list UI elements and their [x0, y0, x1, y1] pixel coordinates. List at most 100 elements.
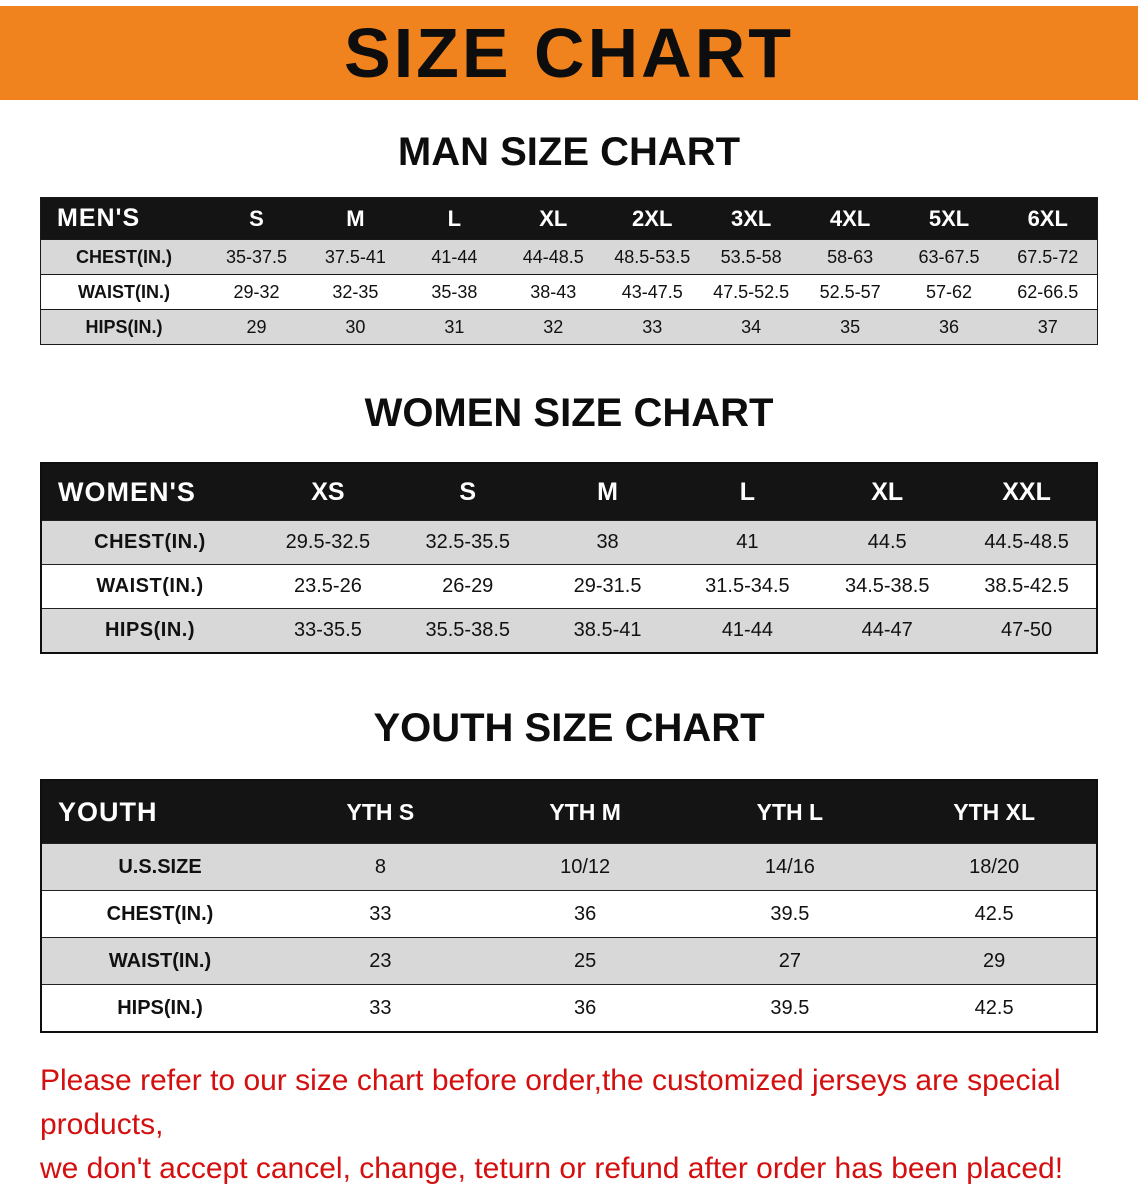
column-header: 2XL [602, 197, 702, 240]
column-header: M [537, 463, 678, 521]
table-cell: 33 [278, 890, 483, 938]
table-cell: 35 [800, 309, 900, 345]
row-label: HIPS(IN.) [40, 309, 207, 345]
column-header: XL [817, 463, 958, 521]
table-header-row: WOMEN'S XS S M L XL XXL [41, 463, 1097, 521]
table-cell: 57-62 [899, 274, 999, 310]
table-cell: 29 [207, 309, 306, 345]
column-header: XL [503, 197, 603, 240]
men-section: MAN SIZE CHART MEN'S S M L XL 2XL 3XL 4XL 5XL 6XL… [0, 130, 1138, 345]
column-header: 3XL [701, 197, 801, 240]
disclaimer-note: Please refer to our size chart before or… [40, 1059, 1118, 1191]
table-cell: 34.5-38.5 [817, 564, 958, 609]
size-chart-page: SIZE CHART MAN SIZE CHART MEN'S S M L XL 2XL 3… [0, 6, 1138, 1191]
table-cell: 37 [998, 309, 1098, 345]
disclaimer-line-2: we don't accept cancel, change, teturn o… [40, 1152, 1064, 1185]
women-size-table: WOMEN'S XS S M L XL XXL CHEST(IN.) 29.5-32.5 32.5… [40, 462, 1098, 654]
table-cell: 39.5 [687, 984, 893, 1032]
table-cell: 42.5 [892, 984, 1097, 1032]
table-cell: 41-44 [677, 608, 818, 653]
table-cell: 63-67.5 [899, 239, 999, 275]
column-header: S [397, 463, 538, 521]
column-header: M [305, 197, 405, 240]
table-cell: 35-38 [404, 274, 504, 310]
men-section-heading: MAN SIZE CHART [397, 130, 741, 174]
table-cell: 67.5-72 [998, 239, 1098, 275]
youth-size-table: YOUTH YTH S YTH M YTH L YTH XL U.S.SIZE 8 10/12… [40, 779, 1098, 1033]
table-cell: 32-35 [305, 274, 405, 310]
table-row: HIPS(IN.) 29 30 31 32 33 34 35 36 37 [40, 309, 1098, 345]
table-cell: 10/12 [482, 843, 688, 891]
men-size-table: MEN'S S M L XL 2XL 3XL 4XL 5XL 6XL CHEST(IN.) 35-37… [40, 197, 1098, 345]
column-header: YTH L [687, 780, 893, 844]
table-cell: 29 [892, 937, 1097, 985]
table-cell: 14/16 [687, 843, 893, 891]
table-cell: 38-43 [503, 274, 603, 310]
youth-section-heading: YOUTH SIZE CHART [373, 706, 765, 750]
youth-section: YOUTH SIZE CHART YOUTH YTH S YTH M YTH L YTH… [0, 706, 1138, 1033]
table-row: WAIST(IN.) 23.5-26 26-29 29-31.5 31.5-34.5 34… [41, 564, 1097, 609]
table-cell: 32.5-35.5 [397, 520, 538, 565]
table-body: MEN'S S M L XL 2XL 3XL 4XL 5XL 6XL CHEST(IN.) 35-37… [40, 197, 1098, 345]
table-cell: 44-48.5 [503, 239, 603, 275]
table-row: U.S.SIZE 8 10/12 14/16 18/20 [41, 843, 1097, 891]
page-title: SIZE CHART [344, 14, 794, 92]
table-cell: 31 [404, 309, 504, 345]
table-cell: 33 [602, 309, 702, 345]
table-cell: 53.5-58 [701, 239, 801, 275]
column-header: YTH XL [892, 780, 1097, 844]
table-row: CHEST(IN.) 29.5-32.5 32.5-35.5 38 41 44.5 44.5… [41, 520, 1097, 565]
table-row: CHEST(IN.) 35-37.5 37.5-41 41-44 44-48.5 48.5… [40, 239, 1098, 275]
table-cell: 35.5-38.5 [397, 608, 538, 653]
table-cell: 41-44 [404, 239, 504, 275]
row-label: U.S.SIZE [41, 843, 278, 891]
table-cell: 44.5-48.5 [957, 520, 1097, 565]
row-label: WAIST(IN.) [40, 274, 207, 310]
row-label: WAIST(IN.) [41, 937, 278, 985]
table-cell: 29.5-32.5 [258, 520, 398, 565]
table-cell: 27 [687, 937, 893, 985]
column-header: L [677, 463, 818, 521]
table-cell: 41 [677, 520, 818, 565]
table-cell: 33-35.5 [258, 608, 398, 653]
table-row: WAIST(IN.) 29-32 32-35 35-38 38-43 43-47.5 47.… [40, 274, 1098, 310]
table-cell: 30 [305, 309, 405, 345]
women-section: WOMEN SIZE CHART WOMEN'S XS S M L XL XXL CHEST(… [0, 391, 1138, 654]
table-cell: 34 [701, 309, 801, 345]
table-row: CHEST(IN.) 33 36 39.5 42.5 [41, 890, 1097, 938]
table-cell: 25 [482, 937, 688, 985]
column-header: 6XL [998, 197, 1098, 240]
table-cell: 43-47.5 [602, 274, 702, 310]
table-cell: 8 [278, 843, 483, 891]
table-header-row: YOUTH YTH S YTH M YTH L YTH XL [41, 780, 1097, 844]
women-section-heading: WOMEN SIZE CHART [364, 391, 774, 435]
table-cell: 39.5 [687, 890, 893, 938]
table-body: WOMEN'S XS S M L XL XXL CHEST(IN.) 29.5-32.5 32.5… [41, 463, 1097, 653]
table-cell: 62-66.5 [998, 274, 1098, 310]
row-label: CHEST(IN.) [41, 520, 258, 565]
table-cell: 35-37.5 [207, 239, 306, 275]
row-label: CHEST(IN.) [41, 890, 278, 938]
table-body: YOUTH YTH S YTH M YTH L YTH XL U.S.SIZE 8 10/12… [41, 780, 1097, 1032]
table-cell: 31.5-34.5 [677, 564, 818, 609]
table-cell: 38 [537, 520, 678, 565]
table-cell: 33 [278, 984, 483, 1032]
table-cell: 47-50 [957, 608, 1097, 653]
table-cell: 36 [482, 984, 688, 1032]
column-header: YTH S [278, 780, 483, 844]
column-header: S [207, 197, 306, 240]
table-cell: 36 [899, 309, 999, 345]
column-header: 4XL [800, 197, 900, 240]
table-cell: 23.5-26 [258, 564, 398, 609]
table-cell: 26-29 [397, 564, 538, 609]
table-cell: 36 [482, 890, 688, 938]
table-row: HIPS(IN.) 33-35.5 35.5-38.5 38.5-41 41-44 44-… [41, 608, 1097, 653]
table-cell: 38.5-42.5 [957, 564, 1097, 609]
table-row: HIPS(IN.) 33 36 39.5 42.5 [41, 984, 1097, 1032]
table-cell: 29-32 [207, 274, 306, 310]
table-header-row: MEN'S S M L XL 2XL 3XL 4XL 5XL 6XL [40, 197, 1098, 240]
table-title-cell: MEN'S [40, 197, 207, 240]
column-header: 5XL [899, 197, 999, 240]
table-cell: 52.5-57 [800, 274, 900, 310]
table-cell: 23 [278, 937, 483, 985]
